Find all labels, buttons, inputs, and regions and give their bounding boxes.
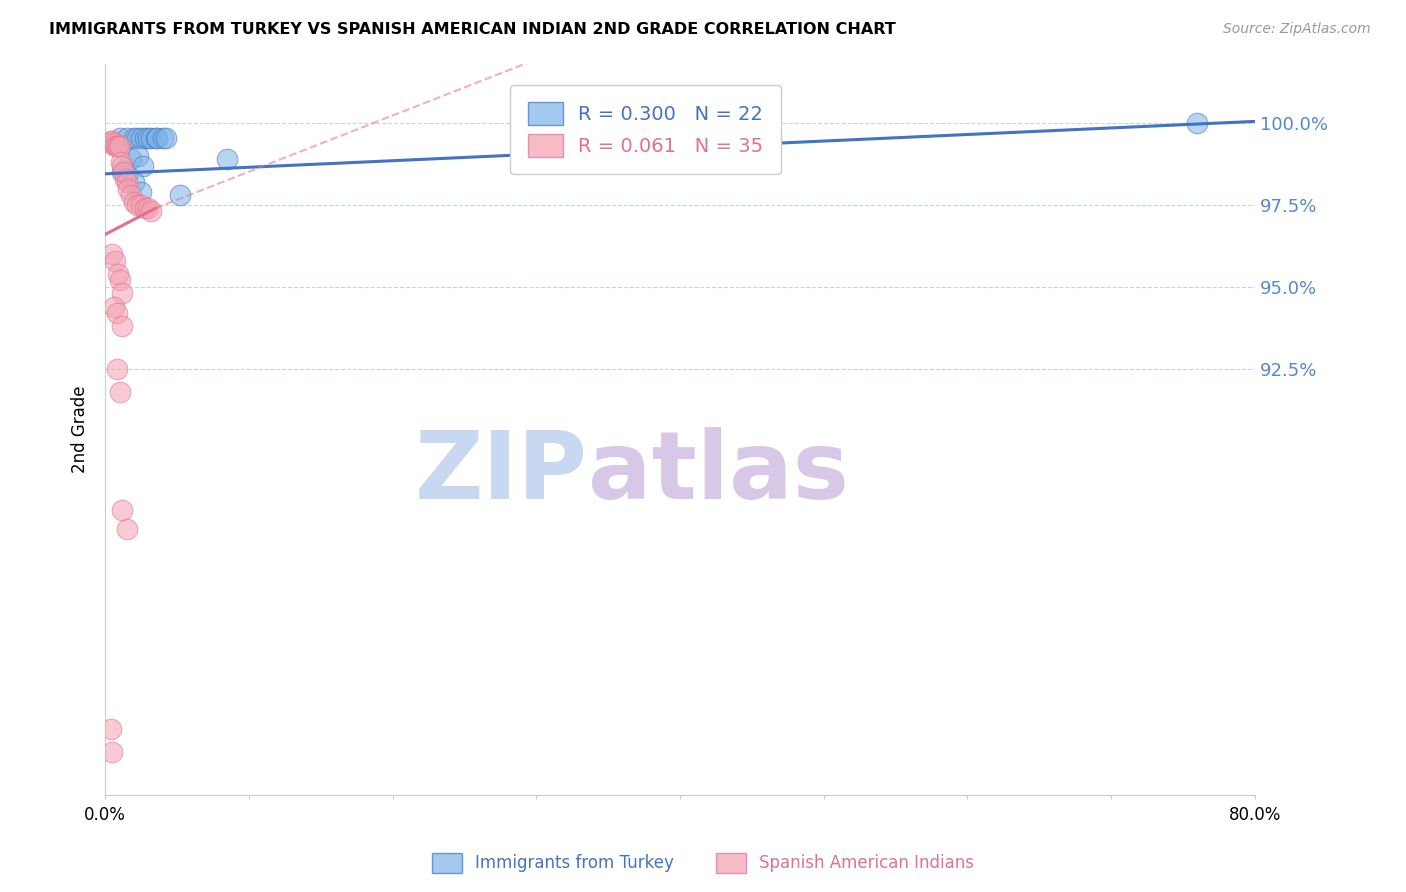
Point	[104, 139, 127, 153]
Point	[1187, 116, 1209, 130]
Point	[125, 130, 148, 145]
Point	[111, 502, 134, 516]
Point	[122, 130, 145, 145]
Text: 80.0%: 80.0%	[1229, 806, 1281, 824]
Point	[111, 319, 134, 334]
Point	[115, 522, 138, 536]
Point	[129, 185, 152, 199]
Point	[111, 286, 134, 301]
Text: atlas: atlas	[588, 427, 849, 519]
Point	[136, 130, 159, 145]
Point	[129, 198, 152, 212]
Point	[145, 130, 167, 145]
Point	[108, 384, 131, 399]
Point	[217, 152, 239, 166]
Point	[108, 130, 131, 145]
Legend: Immigrants from Turkey, Spanish American Indians: Immigrants from Turkey, Spanish American…	[425, 847, 981, 880]
Point	[100, 722, 122, 736]
Point	[100, 134, 122, 148]
Point	[103, 300, 125, 314]
Point	[155, 130, 177, 145]
Point	[127, 149, 149, 163]
Point	[141, 130, 163, 145]
Point	[122, 175, 145, 189]
Point	[134, 130, 156, 145]
Point	[129, 130, 152, 145]
Point	[117, 181, 139, 195]
Point	[112, 165, 135, 179]
Point	[115, 175, 138, 189]
Point	[120, 152, 142, 166]
Point	[107, 267, 129, 281]
Point	[134, 201, 156, 215]
Point	[108, 139, 131, 153]
Point	[104, 253, 127, 268]
Text: ZIP: ZIP	[415, 427, 588, 519]
Text: Source: ZipAtlas.com: Source: ZipAtlas.com	[1223, 22, 1371, 37]
Text: IMMIGRANTS FROM TURKEY VS SPANISH AMERICAN INDIAN 2ND GRADE CORRELATION CHART: IMMIGRANTS FROM TURKEY VS SPANISH AMERIC…	[49, 22, 896, 37]
Point	[131, 159, 153, 173]
Point	[101, 134, 124, 148]
Point	[125, 198, 148, 212]
Point	[136, 201, 159, 215]
Point	[120, 188, 142, 202]
Point	[105, 306, 128, 320]
Point	[111, 159, 134, 173]
Legend: R = 0.300   N = 22, R = 0.061   N = 35: R = 0.300 N = 22, R = 0.061 N = 35	[510, 85, 780, 174]
Point	[152, 130, 174, 145]
Point	[114, 171, 136, 186]
Text: 0.0%: 0.0%	[84, 806, 127, 824]
Point	[122, 194, 145, 209]
Point	[101, 247, 124, 261]
Point	[107, 139, 129, 153]
Point	[115, 169, 138, 183]
Point	[146, 130, 169, 145]
Point	[103, 136, 125, 150]
Point	[105, 139, 128, 153]
Y-axis label: 2nd Grade: 2nd Grade	[72, 385, 89, 473]
Point	[110, 155, 132, 169]
Point	[141, 204, 163, 219]
Point	[105, 361, 128, 376]
Point	[108, 273, 131, 287]
Point	[98, 136, 121, 150]
Point	[115, 130, 138, 145]
Point	[169, 188, 191, 202]
Point	[111, 165, 134, 179]
Point	[101, 745, 124, 759]
